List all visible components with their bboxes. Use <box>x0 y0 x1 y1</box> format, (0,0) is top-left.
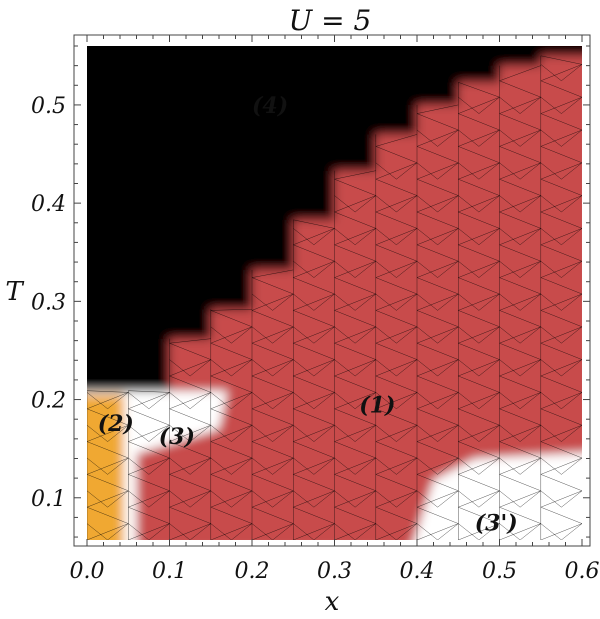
mesh-lines <box>87 55 582 540</box>
y-tick-label: 0.2 <box>31 389 66 414</box>
y-tick-label: 0.4 <box>31 192 66 217</box>
x-tick-label: 0.2 <box>235 559 270 584</box>
x-tick-label: 0.6 <box>565 559 600 584</box>
region-label: (2) <box>98 411 134 437</box>
x-tick-label: 0.4 <box>400 559 435 584</box>
region-label: (4) <box>252 93 288 119</box>
x-tick-label: 0.3 <box>317 559 352 584</box>
y-axis-label: T <box>5 277 24 307</box>
region-label: (3') <box>475 510 518 536</box>
x-axis-label: x <box>325 587 340 617</box>
x-tick-label: 0.5 <box>482 559 517 584</box>
phase-3-prime-region <box>414 452 582 540</box>
y-tick-label: 0.5 <box>31 94 66 119</box>
y-tick-label: 0.1 <box>31 487 66 512</box>
x-tick-label: 0.1 <box>152 559 187 584</box>
y-tick-label: 0.3 <box>31 290 66 315</box>
chart-title: U = 5 <box>289 4 372 37</box>
region-label: (1) <box>359 392 395 418</box>
region-label: (3) <box>159 424 195 450</box>
plot-area <box>87 46 582 540</box>
x-tick-label: 0.0 <box>70 559 105 584</box>
plot-frame <box>73 34 591 547</box>
